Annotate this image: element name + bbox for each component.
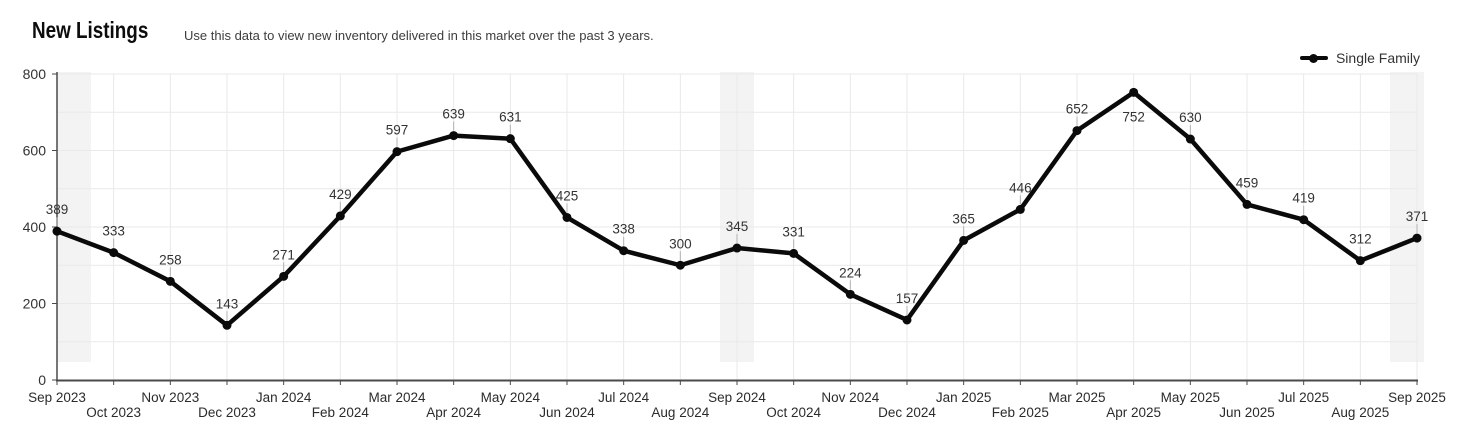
y-axis-label: 600 [23, 143, 47, 159]
x-axis-label: Jul 2025 [1278, 390, 1329, 405]
value-label: 157 [896, 291, 919, 306]
x-axis-label: Oct 2023 [86, 405, 141, 420]
data-point[interactable] [449, 131, 459, 141]
value-label: 331 [782, 224, 805, 239]
legend-item-single-family[interactable]: Single Family [1335, 50, 1420, 66]
value-label: 365 [952, 211, 975, 226]
data-point[interactable] [619, 246, 629, 256]
data-point[interactable] [1412, 233, 1422, 243]
data-point[interactable] [1299, 215, 1309, 225]
x-axis-label: Apr 2025 [1106, 405, 1161, 420]
data-point[interactable] [392, 147, 402, 157]
data-point[interactable] [1015, 204, 1025, 214]
y-axis-label: 800 [23, 66, 47, 82]
data-point[interactable] [165, 276, 175, 286]
value-label: 143 [216, 296, 239, 311]
x-axis-label: Oct 2024 [766, 405, 821, 420]
y-axis-label: 400 [23, 219, 47, 235]
value-label: 271 [272, 247, 295, 262]
value-label: 752 [1122, 109, 1145, 124]
y-axis-label: 0 [38, 372, 46, 388]
data-point[interactable] [902, 315, 912, 325]
value-label: 639 [442, 107, 465, 122]
x-axis-label: Dec 2024 [878, 405, 936, 420]
x-axis-label: May 2024 [481, 390, 541, 405]
x-axis-label: Dec 2023 [198, 405, 256, 420]
x-axis-label: Sep 2024 [708, 390, 766, 405]
value-label: 224 [839, 265, 862, 280]
x-axis-label: Jun 2024 [539, 405, 595, 420]
value-label: 630 [1179, 110, 1202, 125]
x-axis-label: Mar 2025 [1048, 390, 1105, 405]
data-point[interactable] [675, 260, 685, 270]
x-axis-label: Aug 2025 [1331, 405, 1389, 420]
x-axis-label: Jun 2025 [1219, 405, 1275, 420]
data-point[interactable] [1072, 126, 1082, 136]
x-axis-label: Nov 2023 [141, 390, 199, 405]
data-point[interactable] [732, 243, 742, 253]
data-point[interactable] [505, 134, 515, 144]
value-label: 300 [669, 236, 692, 251]
x-axis-label: Feb 2024 [312, 405, 370, 420]
data-point[interactable] [279, 271, 289, 281]
value-label: 459 [1236, 175, 1259, 190]
data-point[interactable] [789, 248, 799, 258]
data-point[interactable] [1185, 134, 1195, 144]
value-label: 312 [1349, 232, 1372, 247]
x-axis-label: Apr 2024 [426, 405, 481, 420]
value-label: 338 [612, 222, 635, 237]
value-label: 652 [1066, 102, 1089, 117]
chart-subtitle: Use this data to view new inventory deli… [184, 28, 654, 43]
value-label: 597 [386, 123, 409, 138]
september-highlight-band [1390, 72, 1424, 362]
value-label: 371 [1406, 209, 1429, 224]
value-label: 446 [1009, 180, 1032, 195]
x-axis-label: Mar 2024 [368, 390, 426, 405]
september-highlight-band [57, 72, 91, 362]
data-point[interactable] [1129, 87, 1139, 97]
value-label: 631 [499, 110, 522, 125]
value-label: 258 [159, 252, 182, 267]
x-axis-label: Nov 2024 [821, 390, 879, 405]
page-title: New Listings [32, 17, 149, 43]
data-point[interactable] [109, 248, 119, 258]
line-series-marker-icon [1299, 53, 1328, 63]
x-axis-label: Jan 2024 [256, 390, 312, 405]
x-axis-label: Jul 2024 [598, 390, 650, 405]
x-axis-label: Sep 2025 [1388, 390, 1446, 405]
x-axis-label: Sep 2023 [28, 390, 86, 405]
x-axis-label: Aug 2024 [651, 405, 709, 420]
data-point[interactable] [52, 226, 62, 236]
data-point[interactable] [845, 289, 855, 299]
x-axis-label: Feb 2025 [992, 405, 1049, 420]
value-label: 389 [46, 202, 69, 217]
x-axis-label: Jan 2025 [936, 390, 992, 405]
data-point[interactable] [562, 212, 572, 222]
data-point[interactable] [959, 235, 969, 245]
data-point[interactable] [1242, 199, 1252, 209]
y-axis-label: 200 [23, 296, 47, 312]
x-axis-label: May 2025 [1161, 390, 1220, 405]
legend: Single Family [1299, 50, 1420, 66]
value-label: 419 [1292, 191, 1315, 206]
value-label: 333 [102, 224, 125, 239]
value-label: 429 [329, 187, 352, 202]
data-point[interactable] [222, 320, 232, 330]
data-point[interactable] [335, 211, 345, 221]
data-point[interactable] [1355, 256, 1365, 266]
value-label: 345 [726, 219, 749, 234]
value-label: 425 [556, 188, 579, 203]
